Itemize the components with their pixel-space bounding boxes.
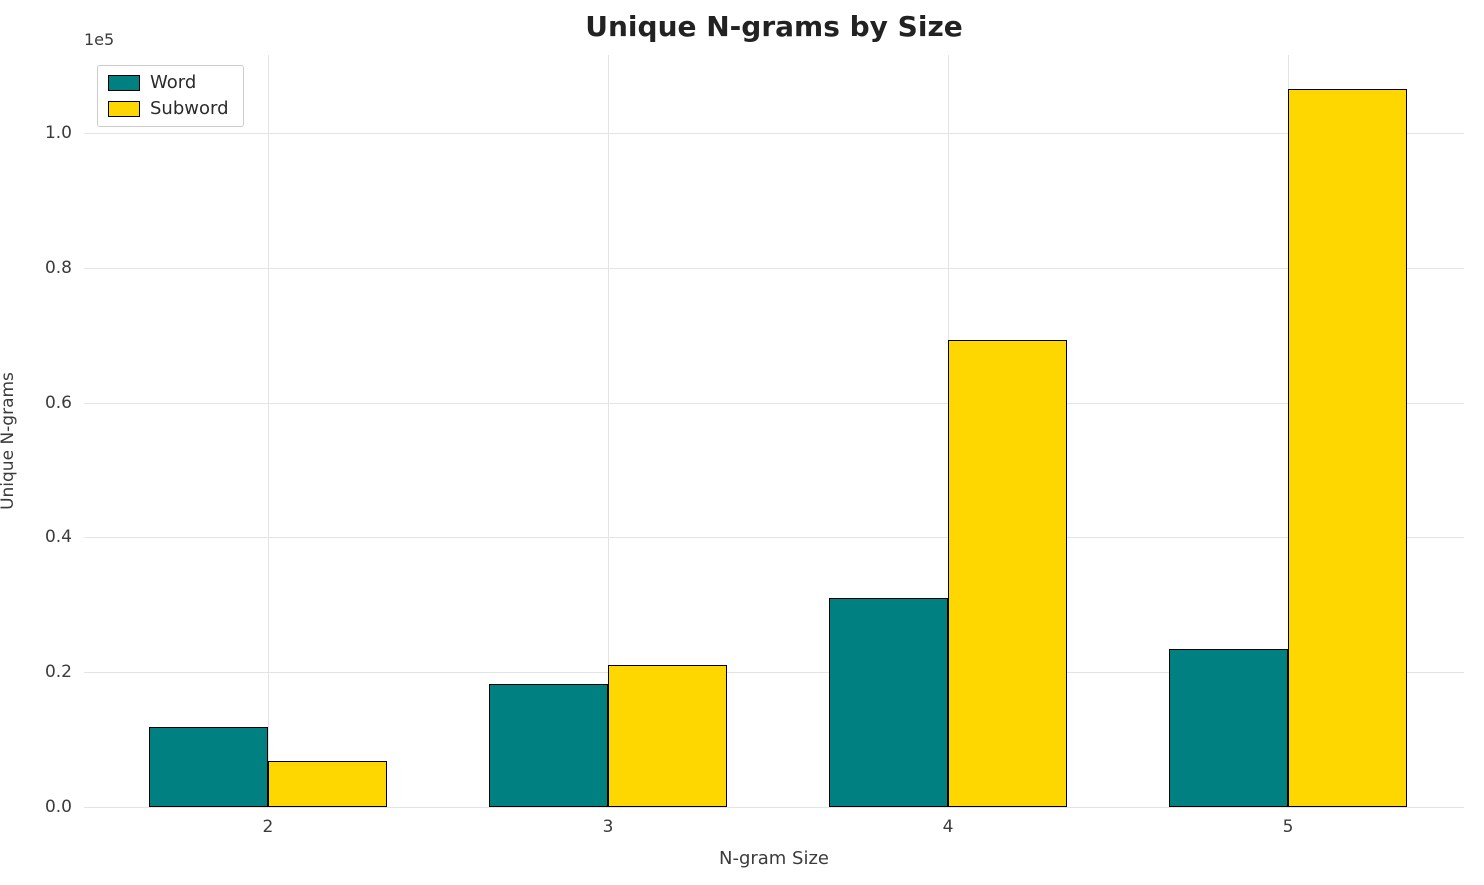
gridline-vertical [267,55,269,807]
bar-subword-ngram-3 [607,665,727,807]
bar-word-ngram-2 [148,727,268,807]
y-axis-label: Unique N-grams [0,372,18,510]
x-tick-label: 2 [262,817,274,837]
legend-swatch-word [108,75,140,91]
gridline-horizontal [84,402,1464,404]
y-tick-label: 0.4 [44,527,72,548]
bar-subword-ngram-2 [267,760,387,807]
x-axis-label: N-gram Size [718,848,830,869]
legend-item-word: Word [108,74,229,92]
legend-swatch-subword [108,101,140,117]
x-tick-label: 4 [942,817,954,837]
legend-label-word: Word [150,72,197,93]
x-tick-label: 3 [602,817,614,837]
gridline-horizontal [84,807,1464,808]
chart-title: Unique N-grams by Size [585,10,963,43]
gridline-horizontal [84,672,1464,674]
legend-item-subword: Subword [108,100,229,118]
gridline-horizontal [84,537,1464,539]
gridline-vertical [607,55,609,807]
y-tick-label: 1.0 [44,123,72,144]
y-tick-label: 0.0 [44,797,72,817]
bar-word-ngram-4 [829,598,948,807]
plot-area: 1e5 Word Subword 0.0 0.2 0.4 0.6 0.8 1.0 2 3 4 5 [45,30,1464,837]
x-tick-label: 5 [1282,817,1294,837]
y-tick-label: 0.2 [44,662,72,683]
y-axis-offset-text: 1e5 [84,30,115,49]
bar-subword-ngram-5 [1288,89,1407,807]
bar-word-ngram-5 [1169,648,1289,807]
legend: Word Subword [97,65,244,127]
bar-word-ngram-3 [489,684,608,807]
bar-subword-ngram-4 [948,340,1067,807]
gridline-horizontal [84,133,1464,135]
y-tick-label: 0.6 [44,392,72,413]
gridline-horizontal [84,267,1464,269]
y-tick-label: 0.8 [44,257,72,278]
legend-label-subword: Subword [150,98,229,119]
